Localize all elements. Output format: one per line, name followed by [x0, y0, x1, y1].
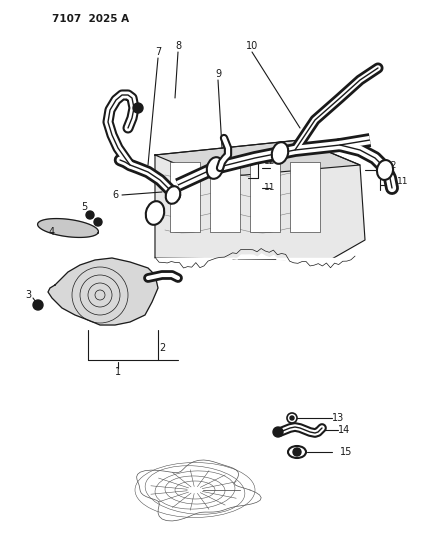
Bar [210, 162, 240, 232]
Bar [290, 162, 320, 232]
Text: 2: 2 [159, 343, 165, 353]
Bar [170, 162, 200, 232]
Circle shape [133, 103, 143, 113]
Bar [250, 162, 280, 232]
Polygon shape [38, 219, 98, 237]
Circle shape [273, 427, 283, 437]
Text: 11: 11 [264, 183, 276, 192]
Text: 7: 7 [155, 47, 161, 57]
Text: 14: 14 [338, 425, 350, 435]
Polygon shape [48, 258, 158, 325]
Text: 6: 6 [112, 190, 118, 200]
Ellipse shape [146, 201, 164, 225]
Ellipse shape [166, 186, 180, 204]
Circle shape [86, 211, 94, 219]
Text: 3: 3 [25, 290, 31, 300]
Polygon shape [155, 140, 365, 260]
Text: 15: 15 [340, 447, 352, 457]
Text: 5: 5 [81, 202, 87, 212]
Text: 13: 13 [332, 413, 344, 423]
Text: 10: 10 [246, 41, 258, 51]
Ellipse shape [288, 446, 306, 458]
Text: 12: 12 [386, 160, 398, 169]
Ellipse shape [272, 142, 288, 164]
Text: 7107  2025 A: 7107 2025 A [52, 14, 129, 24]
Text: 8: 8 [175, 41, 181, 51]
Circle shape [293, 448, 301, 456]
Text: 12: 12 [265, 157, 276, 166]
Circle shape [33, 300, 43, 310]
Text: 1: 1 [115, 367, 121, 377]
Text: 9: 9 [215, 69, 221, 79]
Text: 4: 4 [49, 227, 55, 237]
Ellipse shape [377, 160, 393, 180]
Circle shape [290, 416, 294, 420]
Circle shape [94, 218, 102, 226]
Ellipse shape [207, 157, 223, 179]
Polygon shape [155, 140, 360, 178]
Text: 11: 11 [397, 177, 409, 187]
